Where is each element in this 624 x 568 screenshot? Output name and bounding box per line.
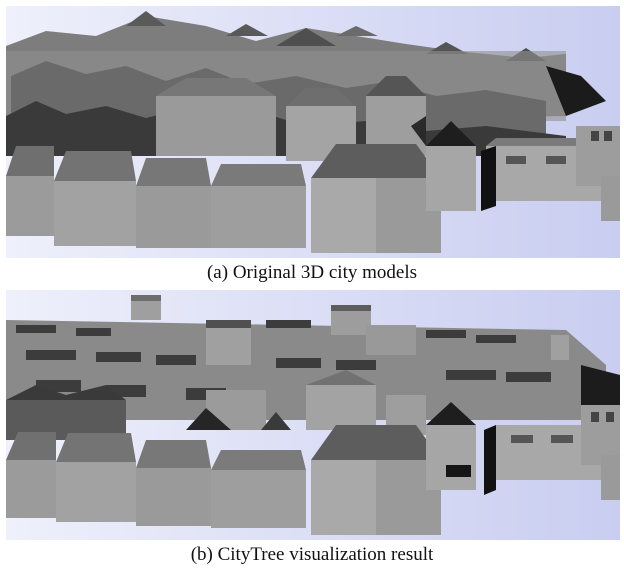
right-buildings xyxy=(426,402,620,500)
mid-blocks xyxy=(6,370,426,440)
foreground-row-houses xyxy=(6,146,306,248)
foreground-tower-building xyxy=(311,144,441,253)
citytree-scene xyxy=(6,290,620,540)
caption-original-models: (a) Original 3D city models xyxy=(206,262,417,283)
original-city-render xyxy=(6,6,620,258)
citytree-render xyxy=(6,290,620,540)
caption-citytree-result: (b) CityTree visualization result xyxy=(190,544,434,565)
original-city-scene xyxy=(6,6,620,258)
foreground-tower-building xyxy=(311,425,441,535)
right-buildings xyxy=(411,116,620,221)
foreground-row-houses xyxy=(6,408,306,528)
